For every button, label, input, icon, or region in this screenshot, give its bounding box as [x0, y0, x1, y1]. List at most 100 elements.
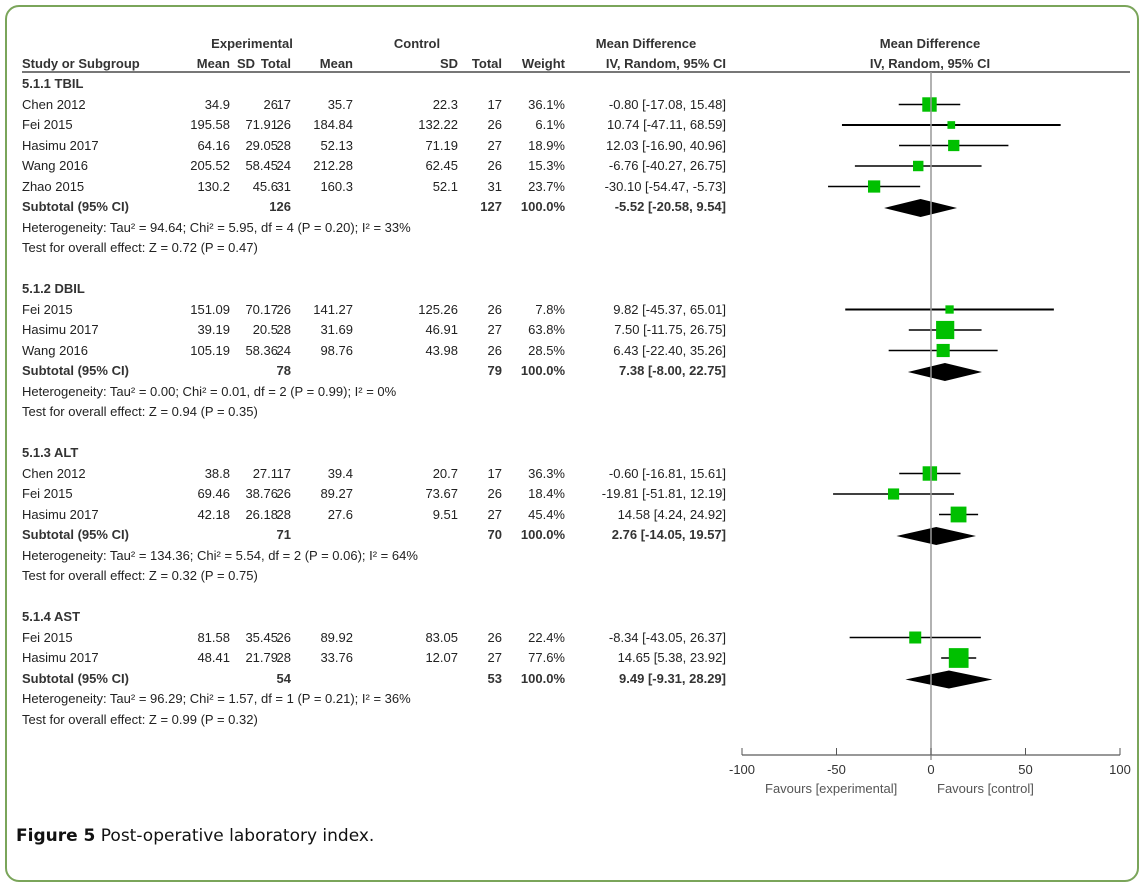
exp-mean: 195.58 [190, 117, 230, 132]
subtotal-md-ci: 9.49 [-9.31, 28.29] [619, 670, 726, 686]
ctrl-sd: 43.98 [425, 342, 458, 358]
header-plot-title: Mean Difference [879, 36, 981, 51]
caption-text: Post-operative laboratory index. [95, 826, 375, 846]
ctrl-total: 26 [487, 117, 502, 132]
ctrl-sd: 9.51 [432, 506, 458, 522]
study-weight: 77.6% [528, 650, 565, 665]
exp-sd: 58.45 [245, 158, 278, 173]
exp-sd: 38.76 [245, 486, 278, 501]
ctrl-sd: 73.67 [425, 486, 458, 501]
exp-total: 24 [276, 342, 291, 358]
study-name: Fei 2015 [22, 629, 73, 645]
exp-total: 28 [276, 137, 291, 153]
subtotal-ctrl-total: 79 [487, 363, 502, 378]
x-tick-label: -50 [827, 762, 846, 777]
subtotal-exp-total: 78 [276, 363, 291, 378]
ctrl-sd: 20.7 [432, 465, 458, 481]
ctrl-mean: 89.27 [320, 486, 353, 501]
header-rule [22, 71, 1130, 73]
exp-mean: 81.58 [197, 629, 230, 645]
header-experimental: Experimental [211, 36, 293, 51]
overall-effect-text: Test for overall effect: Z = 0.32 (P = 0… [22, 568, 258, 583]
header-e-total: Total [260, 56, 291, 71]
header-e-mean: Mean [196, 56, 230, 71]
exp-total: 24 [276, 158, 291, 173]
subtotal-label: Subtotal (95% CI) [22, 363, 129, 378]
ctrl-mean: 52.13 [320, 137, 353, 153]
study-weight: 18.9% [528, 137, 565, 153]
ctrl-sd: 46.91 [425, 322, 458, 337]
exp-sd: 71.91 [245, 117, 278, 132]
ctrl-mean: 160.3 [320, 178, 353, 194]
exp-total: 26 [276, 301, 291, 317]
exp-total: 17 [276, 465, 291, 481]
study-marker [936, 343, 950, 358]
study-md-ci: -6.76 [-40.27, 26.75] [608, 158, 726, 173]
summary-diamond [896, 527, 976, 545]
figure-frame [5, 5, 1139, 882]
study-md-ci: -30.10 [-54.47, -5.73] [604, 178, 726, 194]
ctrl-total: 27 [487, 137, 502, 153]
header-c-mean: Mean [319, 56, 353, 71]
subtotal-weight: 100.0% [520, 670, 565, 686]
study-marker [948, 139, 960, 152]
exp-sd: 35.45 [245, 629, 278, 645]
study-name: Wang 2016 [22, 342, 89, 358]
exp-sd: 26 [263, 96, 278, 112]
study-marker [945, 305, 954, 314]
header-c-total: Total [471, 56, 502, 71]
ctrl-sd: 52.1 [432, 178, 458, 194]
study-weight: 7.8% [535, 301, 565, 317]
favours-right-label: Favours [control] [937, 781, 1034, 796]
ctrl-mean: 31.69 [320, 322, 353, 337]
exp-total: 17 [276, 96, 291, 112]
study-md-ci: 10.74 [-47.11, 68.59] [606, 117, 726, 132]
ctrl-mean: 27.6 [327, 506, 353, 522]
exp-total: 28 [276, 506, 291, 522]
favours-left-label: Favours [experimental] [765, 781, 898, 796]
exp-total: 31 [276, 178, 291, 194]
study-name: Hasimu 2017 [22, 650, 99, 665]
header-md-title: Mean Difference [595, 36, 697, 51]
ctrl-sd: 62.45 [425, 158, 458, 173]
subtotal-exp-total: 54 [276, 670, 291, 686]
study-marker [913, 160, 924, 172]
ctrl-total: 17 [487, 465, 502, 481]
exp-mean: 151.09 [190, 301, 230, 317]
study-name: Chen 2012 [22, 465, 86, 481]
study-weight: 15.3% [528, 158, 565, 173]
overall-effect-text: Test for overall effect: Z = 0.72 (P = 0… [22, 240, 258, 255]
subtotal-ctrl-total: 53 [487, 670, 502, 686]
ctrl-mean: 141.27 [313, 301, 353, 317]
exp-mean: 105.19 [190, 342, 230, 358]
heterogeneity-text: Heterogeneity: Tau² = 134.36; Chi² = 5.5… [22, 547, 418, 563]
ctrl-total: 26 [487, 301, 502, 317]
heterogeneity-text: Heterogeneity: Tau² = 96.29; Chi² = 1.57… [22, 691, 411, 706]
study-marker [909, 631, 922, 644]
subtotal-exp-total: 126 [269, 199, 291, 214]
ctrl-total: 26 [487, 342, 502, 358]
study-marker [922, 466, 938, 481]
exp-sd: 20.5 [252, 322, 278, 337]
subgroup-title: 5.1.1 TBIL [22, 76, 84, 91]
header-c-sd: SD [439, 56, 458, 71]
study-md-ci: 14.58 [4.24, 24.92] [617, 506, 726, 522]
ctrl-total: 27 [487, 322, 502, 337]
study-weight: 22.4% [528, 629, 565, 645]
header-plot-method: IV, Random, 95% CI [869, 56, 991, 71]
study-name: Chen 2012 [22, 96, 86, 112]
ctrl-sd: 12.07 [425, 650, 458, 665]
study-name: Fei 2015 [22, 486, 73, 501]
exp-mean: 64.16 [197, 137, 230, 153]
study-weight: 63.8% [528, 322, 565, 337]
subtotal-label: Subtotal (95% CI) [22, 670, 129, 686]
exp-mean: 34.9 [204, 96, 230, 112]
ctrl-total: 26 [487, 629, 502, 645]
exp-sd: 29.05 [245, 137, 278, 153]
exp-total: 28 [276, 322, 291, 337]
study-md-ci: -0.60 [-16.81, 15.61] [608, 465, 726, 481]
ctrl-total: 26 [487, 158, 502, 173]
subgroup-title: 5.1.2 DBIL [22, 281, 85, 296]
study-weight: 18.4% [528, 486, 565, 501]
